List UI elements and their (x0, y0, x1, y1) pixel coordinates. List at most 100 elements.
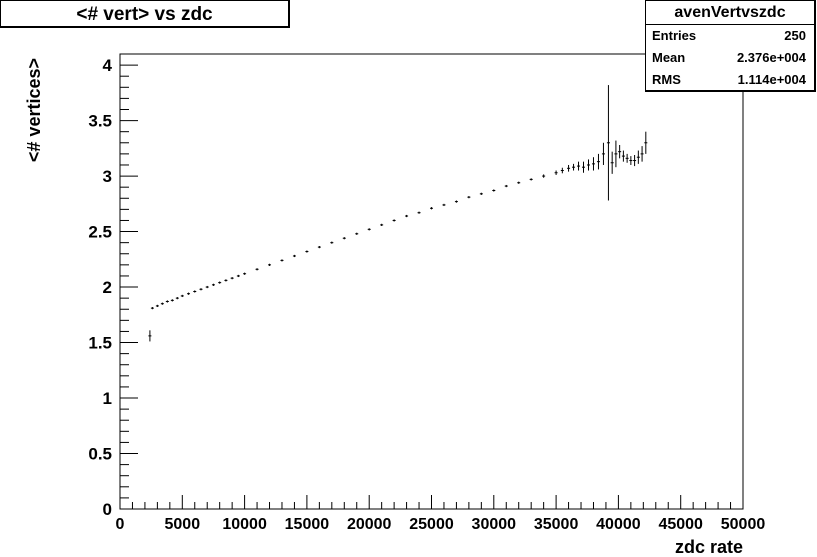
data-point (160, 302, 164, 305)
stats-row-rms: RMS 1.114e+004 (646, 69, 814, 91)
stats-label: Entries (652, 28, 697, 43)
data-point (442, 203, 446, 207)
data-point (618, 145, 622, 159)
data-point (330, 241, 334, 244)
x-tick-label: 15000 (285, 516, 330, 533)
x-tick-label: 5000 (165, 516, 201, 533)
data-point (529, 178, 533, 181)
x-tick-label: 10000 (222, 516, 267, 533)
data-point (342, 237, 346, 240)
data-point (224, 279, 228, 282)
y-tick-label: 3 (103, 167, 112, 186)
data-point (596, 153, 600, 170)
data-point (175, 297, 179, 300)
x-axis-label: zdc rate (675, 537, 743, 557)
x-axis: 0 5000 10000 15000 20000 25000 30000 35000 40000… (116, 495, 766, 533)
data-point (417, 211, 421, 214)
data-point (155, 304, 159, 308)
data-point (205, 285, 209, 289)
data-point (504, 184, 508, 188)
data-point (218, 281, 222, 284)
data-point (148, 330, 152, 342)
data-point (170, 299, 174, 302)
data-point (165, 300, 169, 303)
data-point (292, 254, 296, 258)
data-point (572, 163, 576, 171)
y-tick-label: 2.5 (88, 223, 112, 242)
x-tick-label: 25000 (409, 516, 454, 533)
x-tick-label: 20000 (347, 516, 392, 533)
stats-name: avenVertvszdc (646, 1, 814, 25)
x-tick-label: 45000 (658, 516, 703, 533)
data-point (629, 156, 633, 165)
y-tick-label: 1 (103, 389, 112, 408)
x-tick-label: 0 (116, 516, 125, 533)
data-point (268, 263, 272, 266)
data-point (392, 219, 396, 222)
data-point (405, 214, 409, 218)
stats-label: RMS (652, 72, 681, 87)
data-point (610, 151, 614, 174)
data-point (305, 250, 309, 253)
y-tick-label: 3.5 (88, 112, 112, 131)
y-axis-label: <# vertices> (24, 58, 44, 162)
data-point (243, 272, 247, 275)
data-point (582, 161, 586, 173)
stats-box: avenVertvszdc Entries 250 Mean 2.376e+00… (645, 0, 816, 92)
data-point (601, 142, 605, 165)
stats-value: 1.114e+004 (737, 72, 806, 87)
data-point (567, 164, 571, 172)
data-point (280, 259, 284, 262)
data-point (577, 161, 581, 171)
data-point (230, 277, 234, 280)
data-point (255, 268, 259, 271)
x-tick-label: 30000 (472, 516, 517, 533)
data-point (193, 290, 197, 293)
data-point (467, 196, 471, 199)
data-point (517, 181, 521, 184)
data-point (633, 154, 637, 167)
stats-value: 250 (784, 28, 806, 43)
data-point (621, 150, 625, 162)
data-point (430, 207, 433, 210)
data-point (380, 223, 384, 227)
y-tick-label: 1.5 (88, 334, 112, 353)
data-point (199, 288, 203, 291)
plot-frame (119, 53, 744, 510)
data-point (317, 245, 321, 249)
data-point (454, 200, 458, 203)
stats-value: 2.376e+004 (736, 50, 806, 65)
data-point (554, 170, 558, 175)
data-point (150, 307, 154, 310)
data-point (180, 294, 184, 298)
y-tick-label: 0 (103, 500, 112, 519)
data-point (211, 283, 215, 286)
data-point (560, 167, 564, 174)
data-point (591, 157, 595, 171)
y-axis: 0 0.5 1 1.5 2 2.5 3 3.5 4 (88, 53, 138, 519)
data-point (636, 150, 640, 164)
data-series (148, 85, 648, 342)
data-point (236, 274, 240, 278)
y-tick-label: 0.5 (88, 445, 112, 464)
x-tick-label: 40000 (596, 516, 641, 533)
data-point (542, 174, 546, 178)
data-point (625, 153, 629, 163)
chart-title: <# vert> vs zdc (0, 0, 290, 28)
data-point (367, 228, 371, 231)
data-point (479, 192, 483, 195)
x-tick-label: 50000 (721, 516, 766, 533)
stats-row-entries: Entries 250 (646, 25, 814, 47)
stats-label: Mean (652, 50, 686, 65)
data-point (355, 232, 359, 235)
data-point (187, 292, 191, 295)
data-point (492, 189, 496, 192)
data-point (640, 146, 644, 162)
data-point (614, 140, 618, 168)
data-point (606, 85, 610, 201)
y-tick-label: 4 (103, 56, 113, 75)
y-tick-label: 2 (103, 278, 112, 297)
data-point (586, 159, 590, 171)
x-tick-label: 35000 (534, 516, 579, 533)
